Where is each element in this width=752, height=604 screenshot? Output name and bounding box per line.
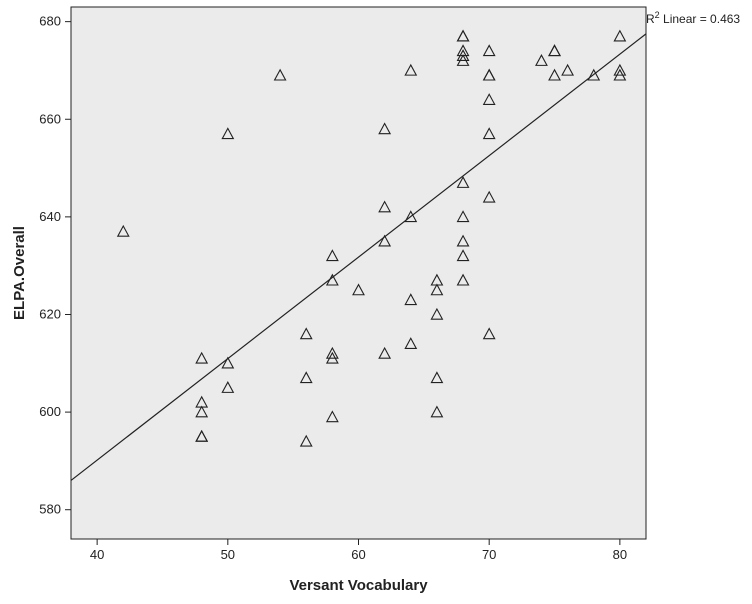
- data-point: [378, 200, 392, 213]
- x-tick-label: 50: [221, 547, 235, 562]
- data-point: [195, 351, 209, 364]
- data-point: [535, 54, 548, 66]
- data-point: [482, 93, 496, 105]
- data-point: [456, 49, 470, 62]
- y-tick-label: 680: [39, 14, 61, 29]
- data-point: [482, 44, 496, 57]
- data-point: [482, 327, 496, 340]
- fit-line-label: R2 Linear = 0.463: [646, 10, 740, 26]
- data-point: [325, 351, 339, 364]
- data-point: [456, 210, 470, 223]
- data-point: [430, 307, 444, 320]
- x-tick-label: 70: [482, 547, 496, 562]
- data-point: [195, 429, 209, 442]
- data-point: [430, 371, 444, 384]
- data-point: [273, 68, 287, 81]
- data-point: [221, 356, 235, 369]
- y-axis: 580 600 620 640 660 680: [39, 14, 71, 517]
- data-point: [195, 405, 209, 418]
- x-tick-label: 40: [90, 547, 104, 562]
- y-tick-label: 660: [39, 111, 61, 126]
- data-point: [548, 68, 561, 81]
- data-point: [221, 127, 235, 140]
- data-point: [378, 122, 392, 135]
- data-point: [430, 283, 444, 296]
- x-axis: 40 50 60 70 80: [90, 539, 627, 562]
- data-point: [482, 190, 496, 203]
- y-tick-label: 620: [39, 306, 61, 321]
- data-points: [116, 29, 627, 447]
- data-point: [325, 346, 339, 359]
- data-point: [561, 63, 575, 76]
- data-point: [430, 405, 444, 418]
- data-point: [587, 68, 601, 81]
- data-point: [352, 283, 365, 296]
- data-point: [221, 381, 235, 393]
- data-point: [456, 176, 470, 188]
- x-tick-label: 60: [351, 547, 365, 562]
- data-point: [404, 293, 418, 306]
- data-point: [299, 327, 313, 340]
- data-point: [613, 68, 627, 81]
- data-point: [378, 346, 392, 359]
- data-point: [482, 127, 496, 140]
- y-tick-label: 580: [39, 502, 61, 517]
- y-tick-label: 640: [39, 209, 61, 224]
- data-point: [404, 63, 418, 76]
- data-point: [299, 371, 313, 384]
- fit-line: [70, 33, 647, 481]
- data-point: [613, 29, 627, 42]
- data-point: [456, 249, 470, 262]
- data-point: [378, 234, 392, 247]
- data-point: [299, 434, 313, 447]
- x-tick-label: 80: [613, 547, 627, 562]
- data-point: [456, 273, 470, 286]
- data-point: [325, 410, 339, 423]
- data-point: [404, 210, 418, 223]
- y-axis-label: ELPA.Overall: [11, 226, 28, 320]
- data-point: [404, 337, 418, 349]
- data-point: [456, 234, 470, 247]
- data-point: [116, 224, 130, 237]
- data-point: [548, 44, 561, 57]
- plot-background: [70, 6, 647, 540]
- x-axis-label: Versant Vocabulary: [289, 577, 428, 594]
- data-point: [456, 29, 470, 42]
- data-point: [456, 54, 470, 66]
- data-point: [613, 63, 627, 76]
- data-point: [482, 68, 496, 81]
- y-tick-label: 600: [39, 404, 61, 419]
- data-point: [325, 249, 339, 262]
